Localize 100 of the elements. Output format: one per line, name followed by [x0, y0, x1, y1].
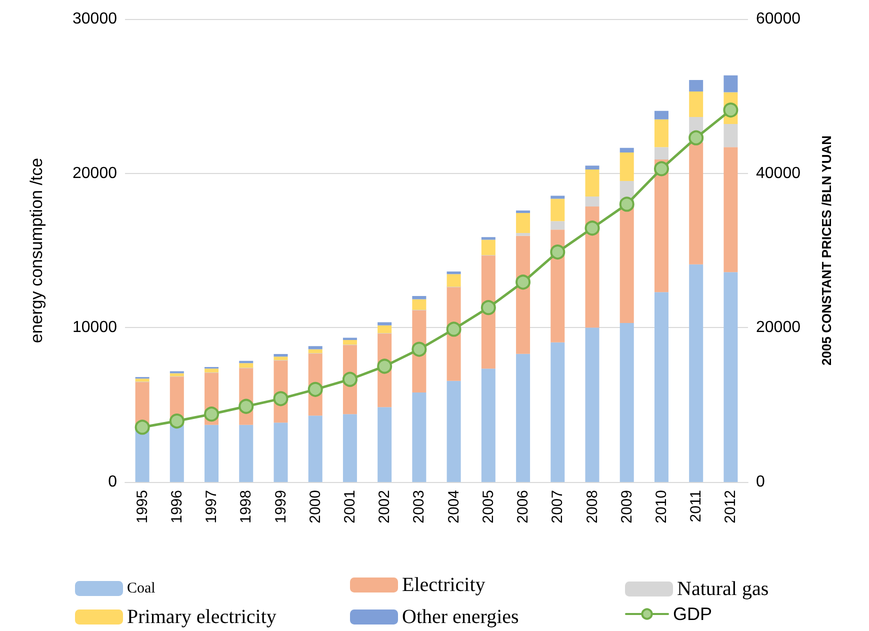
bar — [412, 299, 426, 310]
y-axis-title: energy consumption /tce — [27, 158, 46, 344]
bar — [378, 407, 392, 482]
bar — [585, 166, 600, 170]
point — [377, 358, 392, 374]
point — [654, 161, 669, 176]
x-tick-label: 1995 — [134, 490, 151, 524]
bar — [412, 296, 426, 300]
bar — [654, 110, 668, 120]
point — [342, 372, 358, 387]
point — [723, 102, 738, 118]
x-tick-label: 2006 — [514, 490, 532, 524]
bar — [342, 414, 357, 482]
point — [204, 406, 220, 422]
bar — [550, 342, 565, 482]
bar — [550, 196, 565, 199]
point — [619, 196, 634, 212]
bar — [654, 147, 668, 160]
y2-tick-label: 60000 — [756, 10, 801, 28]
legend-label: Other energies — [402, 606, 520, 628]
y2-tick-label: 0 — [756, 474, 765, 490]
x-tick-label: 2004 — [445, 490, 462, 524]
bar — [446, 380, 461, 482]
bar — [724, 124, 738, 148]
bar — [446, 274, 461, 287]
bar — [274, 422, 288, 482]
bar — [378, 322, 392, 326]
point — [134, 420, 150, 435]
x-tick-label: 2007 — [549, 490, 566, 524]
bar — [585, 196, 600, 207]
point — [238, 398, 254, 414]
x-tick-label: 2008 — [584, 490, 601, 524]
bar — [412, 392, 426, 482]
bar — [204, 368, 219, 372]
x-tick-label: 1996 — [168, 490, 186, 524]
bar — [620, 152, 634, 182]
y2-tick-label: 40000 — [756, 164, 801, 182]
point — [308, 382, 323, 397]
legend-label: Primary electricity — [127, 606, 276, 628]
bar — [654, 119, 668, 148]
point — [688, 130, 704, 146]
x-tick-label: 2003 — [410, 490, 428, 524]
x-tick-label: 1999 — [272, 490, 290, 524]
point — [480, 300, 496, 316]
legend-label: Electricity — [402, 574, 486, 596]
bar — [170, 373, 184, 376]
legend-label: Coal — [127, 580, 156, 596]
y-tick-label: 0 — [108, 474, 118, 490]
bar — [724, 147, 738, 272]
y-tick-label: 30000 — [72, 10, 118, 28]
bar — [204, 424, 219, 482]
point — [584, 220, 600, 236]
bar — [516, 354, 530, 482]
x-tick-label: 2000 — [306, 490, 324, 524]
bar — [378, 325, 392, 334]
bar — [724, 272, 738, 482]
bar — [170, 424, 184, 482]
bar — [550, 198, 565, 222]
bar — [481, 368, 496, 482]
x-tick-label: 2011 — [688, 490, 705, 522]
bar — [342, 340, 357, 345]
legend-label: Natural gas — [677, 578, 769, 600]
point — [273, 391, 288, 406]
y-tick-label: 10000 — [72, 319, 118, 336]
bar — [481, 240, 496, 256]
bar — [308, 416, 322, 482]
bar — [654, 292, 668, 482]
point — [169, 414, 184, 429]
bar — [516, 212, 530, 234]
x-tick-label: 1998 — [238, 490, 255, 524]
x-tick-label: 2001 — [341, 490, 358, 524]
x-tick-label: 1997 — [203, 490, 220, 524]
x-tick-label: 2009 — [618, 490, 636, 524]
bar — [308, 349, 322, 354]
bar — [308, 346, 322, 350]
point — [516, 274, 531, 290]
bar — [689, 92, 704, 117]
point — [550, 244, 566, 260]
bar — [239, 363, 254, 368]
bar — [689, 80, 704, 92]
bar — [550, 221, 565, 230]
point — [412, 342, 427, 357]
y-tick-label: 20000 — [72, 164, 118, 182]
y2-tick-label: 20000 — [756, 319, 801, 336]
legend-label: GDP — [673, 604, 712, 624]
x-tick-label: 2002 — [376, 490, 394, 524]
bar — [239, 424, 254, 482]
x-tick-label: 2012 — [722, 490, 740, 524]
x-tick-label: 2005 — [480, 490, 497, 524]
bar — [620, 323, 634, 482]
point — [446, 322, 462, 337]
bar — [135, 378, 150, 382]
bar — [585, 169, 600, 196]
y2-axis-title: 2005 CONSTANT PRICES /BLN YUAN — [819, 136, 834, 366]
bar — [620, 148, 634, 152]
bar — [724, 75, 738, 92]
x-tick-label: 2010 — [652, 490, 670, 524]
bar — [274, 356, 288, 360]
bar — [689, 264, 704, 482]
bar — [689, 142, 704, 264]
